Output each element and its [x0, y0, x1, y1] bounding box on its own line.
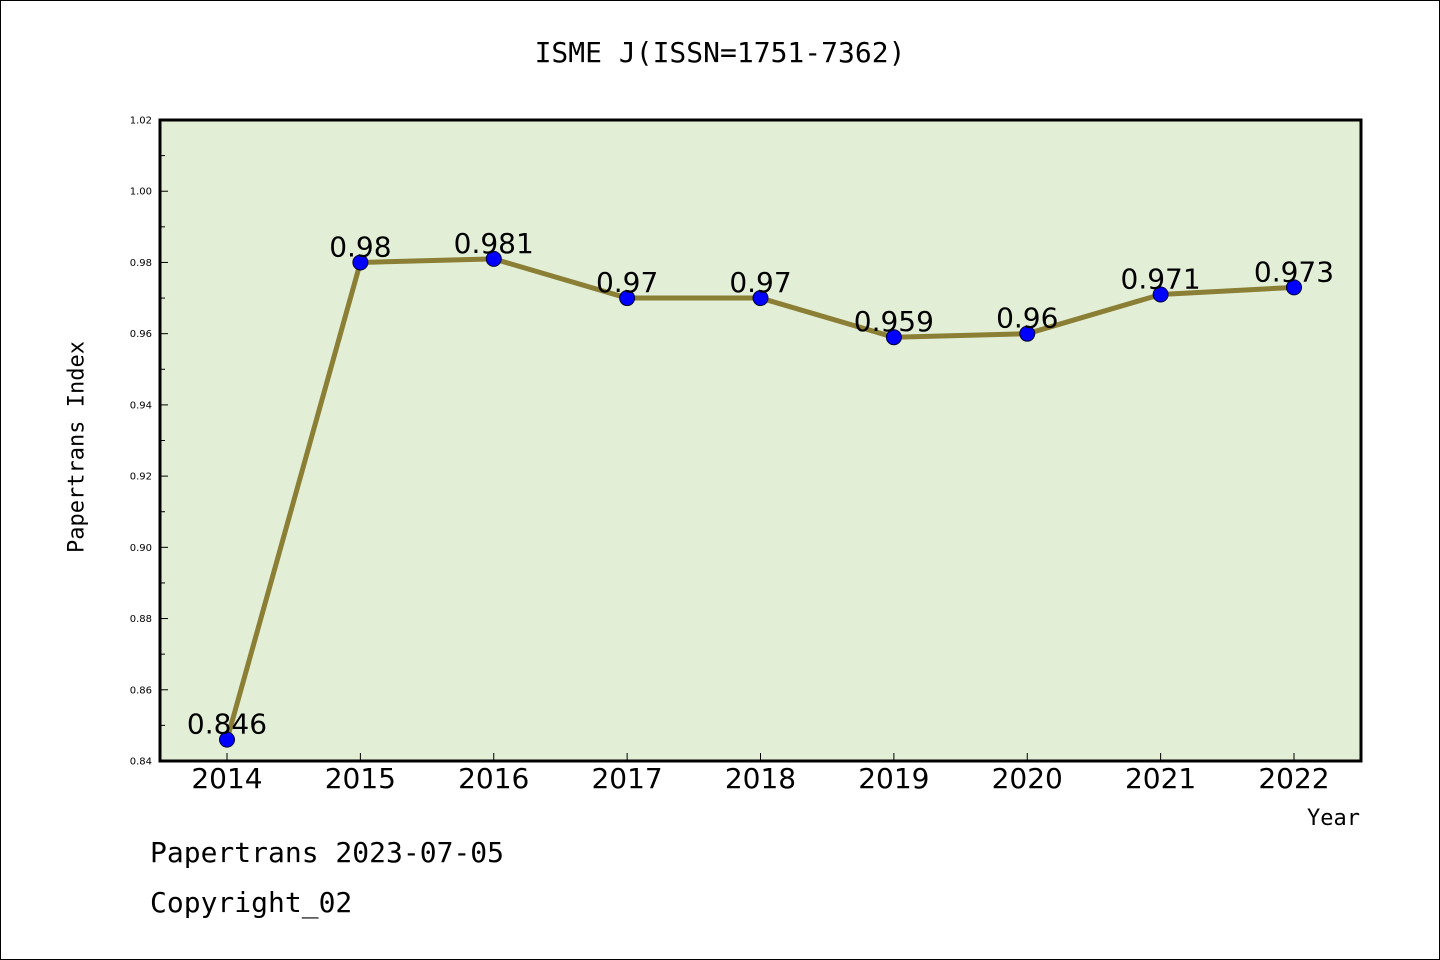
y-tick-label: 1.00 [130, 187, 152, 198]
data-point [219, 731, 235, 748]
series-layer [219, 250, 1302, 748]
x-tick-label: 2014 [191, 762, 262, 795]
data-label: 0.96 [996, 302, 1058, 335]
x-tick-label: 2022 [1258, 762, 1329, 795]
data-label: 0.97 [729, 266, 791, 299]
x-tick-label: 2017 [591, 762, 662, 795]
data-point [885, 329, 902, 346]
y-axis-ticks: 0.84 0.86 0.88 0.90 0.92 0.94 0.96 0.98 1.00 1.02 [130, 116, 168, 768]
data-label: 0.971 [1121, 262, 1201, 295]
data-point [1019, 325, 1036, 342]
data-labels: 0.846 0.98 0.981 0.97 0.97 0.959 0.96 0.971 0.97… [187, 227, 1334, 741]
x-tick-label: 2021 [1125, 762, 1196, 795]
y-tick-label: 0.98 [130, 258, 152, 269]
data-label: 0.973 [1254, 255, 1334, 288]
data-point [1152, 286, 1169, 303]
y-tick-label: 0.88 [130, 614, 152, 625]
x-axis-label: Year [1307, 806, 1360, 831]
data-point [485, 250, 502, 267]
data-label: 0.97 [596, 266, 658, 299]
data-label: 0.981 [454, 227, 534, 260]
y-tick-label: 0.86 [130, 685, 152, 696]
data-point [619, 290, 636, 307]
chart-title: ISME J(ISSN=1751-7362) [534, 36, 906, 69]
data-point [1286, 279, 1302, 296]
data-label: 0.959 [854, 305, 934, 338]
x-tick-label: 2016 [458, 762, 529, 795]
footer-copyright: Copyright_02 [150, 886, 353, 919]
x-tick-label: 2019 [858, 762, 929, 795]
data-label: 0.846 [187, 708, 267, 741]
data-label: 0.98 [329, 230, 391, 263]
y-tick-label: 0.90 [130, 543, 152, 554]
y-tick-label: 0.94 [130, 400, 152, 411]
data-point [352, 254, 369, 271]
x-tick-label: 2015 [325, 762, 396, 795]
plot-area [158, 118, 1363, 763]
y-tick-label: 0.92 [130, 472, 152, 483]
x-tick-label: 2018 [725, 762, 796, 795]
x-axis-ticks: 2014 2015 2016 2017 2018 2019 2020 2021 2022 [191, 753, 1330, 795]
y-tick-label: 0.96 [130, 329, 152, 340]
footer-date: Papertrans 2023-07-05 [150, 836, 505, 869]
y-tick-label: 0.84 [130, 757, 152, 768]
y-tick-label: 1.02 [130, 116, 152, 127]
data-point [752, 290, 769, 307]
x-tick-label: 2020 [992, 762, 1063, 795]
